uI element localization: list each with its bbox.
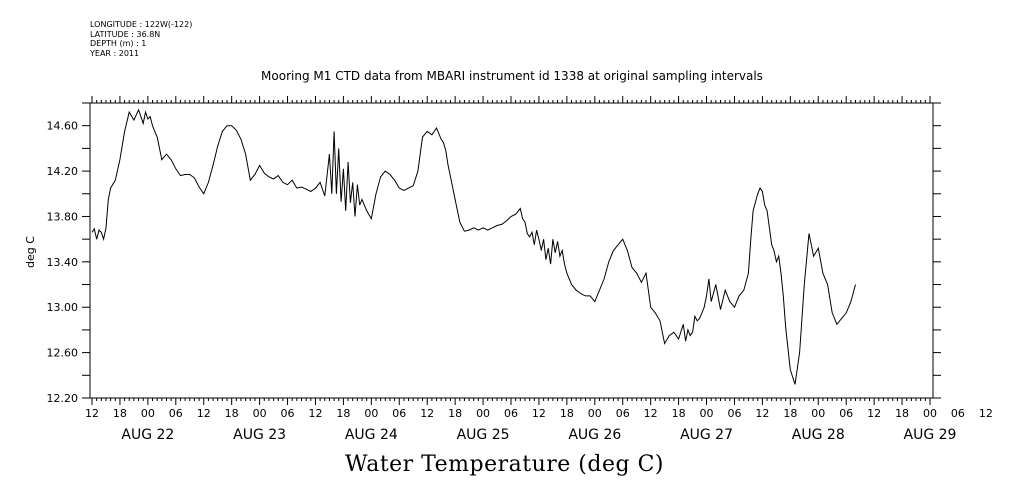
x-hour-tick-label: 18 <box>783 407 797 420</box>
latitude-label: LATITUDE : 36.8N <box>90 29 161 39</box>
x-day-label: AUG 26 <box>568 427 621 443</box>
axis-ticks <box>82 96 941 405</box>
x-hour-tick-label: 18 <box>672 407 686 420</box>
x-hour-tick-label: 12 <box>867 407 881 420</box>
x-day-label: AUG 29 <box>904 427 957 443</box>
x-hour-tick-label: 12 <box>85 407 99 420</box>
x-hour-tick-label: 12 <box>755 407 769 420</box>
x-hour-tick-label: 18 <box>336 407 350 420</box>
x-hour-tick-label: 00 <box>364 407 378 420</box>
x-hour-tick-label: 06 <box>504 407 518 420</box>
x-hour-tick-label: 12 <box>979 407 993 420</box>
y-tick-label: 13.80 <box>47 210 79 223</box>
x-hour-tick-label: 18 <box>113 407 127 420</box>
x-hour-tick-label: 00 <box>588 407 602 420</box>
x-hour-tick-label: 00 <box>700 407 714 420</box>
x-hour-tick-label: 06 <box>839 407 853 420</box>
x-day-label: AUG 27 <box>680 427 733 443</box>
metadata-block: LONGITUDE : 122W(-122) LATITUDE : 36.8N … <box>90 20 192 58</box>
year-label: YEAR : 2011 <box>90 48 140 58</box>
x-hour-tick-label: 18 <box>560 407 574 420</box>
x-day-label: AUG 23 <box>233 427 286 443</box>
bottom-title: Water Temperature (deg C) <box>345 452 664 477</box>
x-day-label: AUG 22 <box>121 427 174 443</box>
depth-label: DEPTH (m) : 1 <box>90 39 147 49</box>
longitude-label: LONGITUDE : 122W(-122) <box>90 20 193 29</box>
x-hour-tick-label: 00 <box>141 407 155 420</box>
y-tick-label: 12.20 <box>47 392 79 405</box>
x-hour-tick-label: 12 <box>420 407 434 420</box>
x-hour-tick-label: 06 <box>616 407 630 420</box>
x-hour-tick-label: 12 <box>532 407 546 420</box>
x-hour-tick-label: 06 <box>169 407 183 420</box>
x-day-label: AUG 25 <box>457 427 510 443</box>
x-day-label: AUG 24 <box>345 427 398 443</box>
x-hour-tick-label: 00 <box>253 407 267 420</box>
y-tick-label: 13.00 <box>47 301 79 314</box>
x-hour-tick-label: 06 <box>727 407 741 420</box>
x-hour-tick-label: 18 <box>448 407 462 420</box>
chart-title: Mooring M1 CTD data from MBARI instrumen… <box>261 69 763 83</box>
x-hour-tick-label: 06 <box>392 407 406 420</box>
axis-tick-labels: 12 18 00 06 12 18 00 06 12 18 00 06 12 18 00 06 12 18 00 06… <box>47 120 993 443</box>
x-hour-tick-label: 00 <box>923 407 937 420</box>
temperature-series-line <box>91 108 856 385</box>
x-hour-tick-label: 12 <box>308 407 322 420</box>
y-tick-label: 14.20 <box>47 165 79 178</box>
x-day-label: AUG 28 <box>792 427 845 443</box>
x-hour-tick-label: 12 <box>644 407 658 420</box>
x-hour-tick-label: 06 <box>951 407 965 420</box>
x-hour-tick-label: 18 <box>225 407 239 420</box>
x-hour-tick-label: 18 <box>895 407 909 420</box>
y-tick-label: 12.60 <box>47 347 79 360</box>
x-hour-tick-label: 12 <box>197 407 211 420</box>
x-hour-tick-label: 00 <box>811 407 825 420</box>
y-axis-label: deg C <box>24 236 37 268</box>
x-hour-tick-label: 00 <box>476 407 490 420</box>
y-tick-label: 14.60 <box>47 120 79 133</box>
y-tick-label: 13.40 <box>47 256 79 269</box>
plot-frame <box>89 102 934 399</box>
x-hour-tick-label: 06 <box>281 407 295 420</box>
